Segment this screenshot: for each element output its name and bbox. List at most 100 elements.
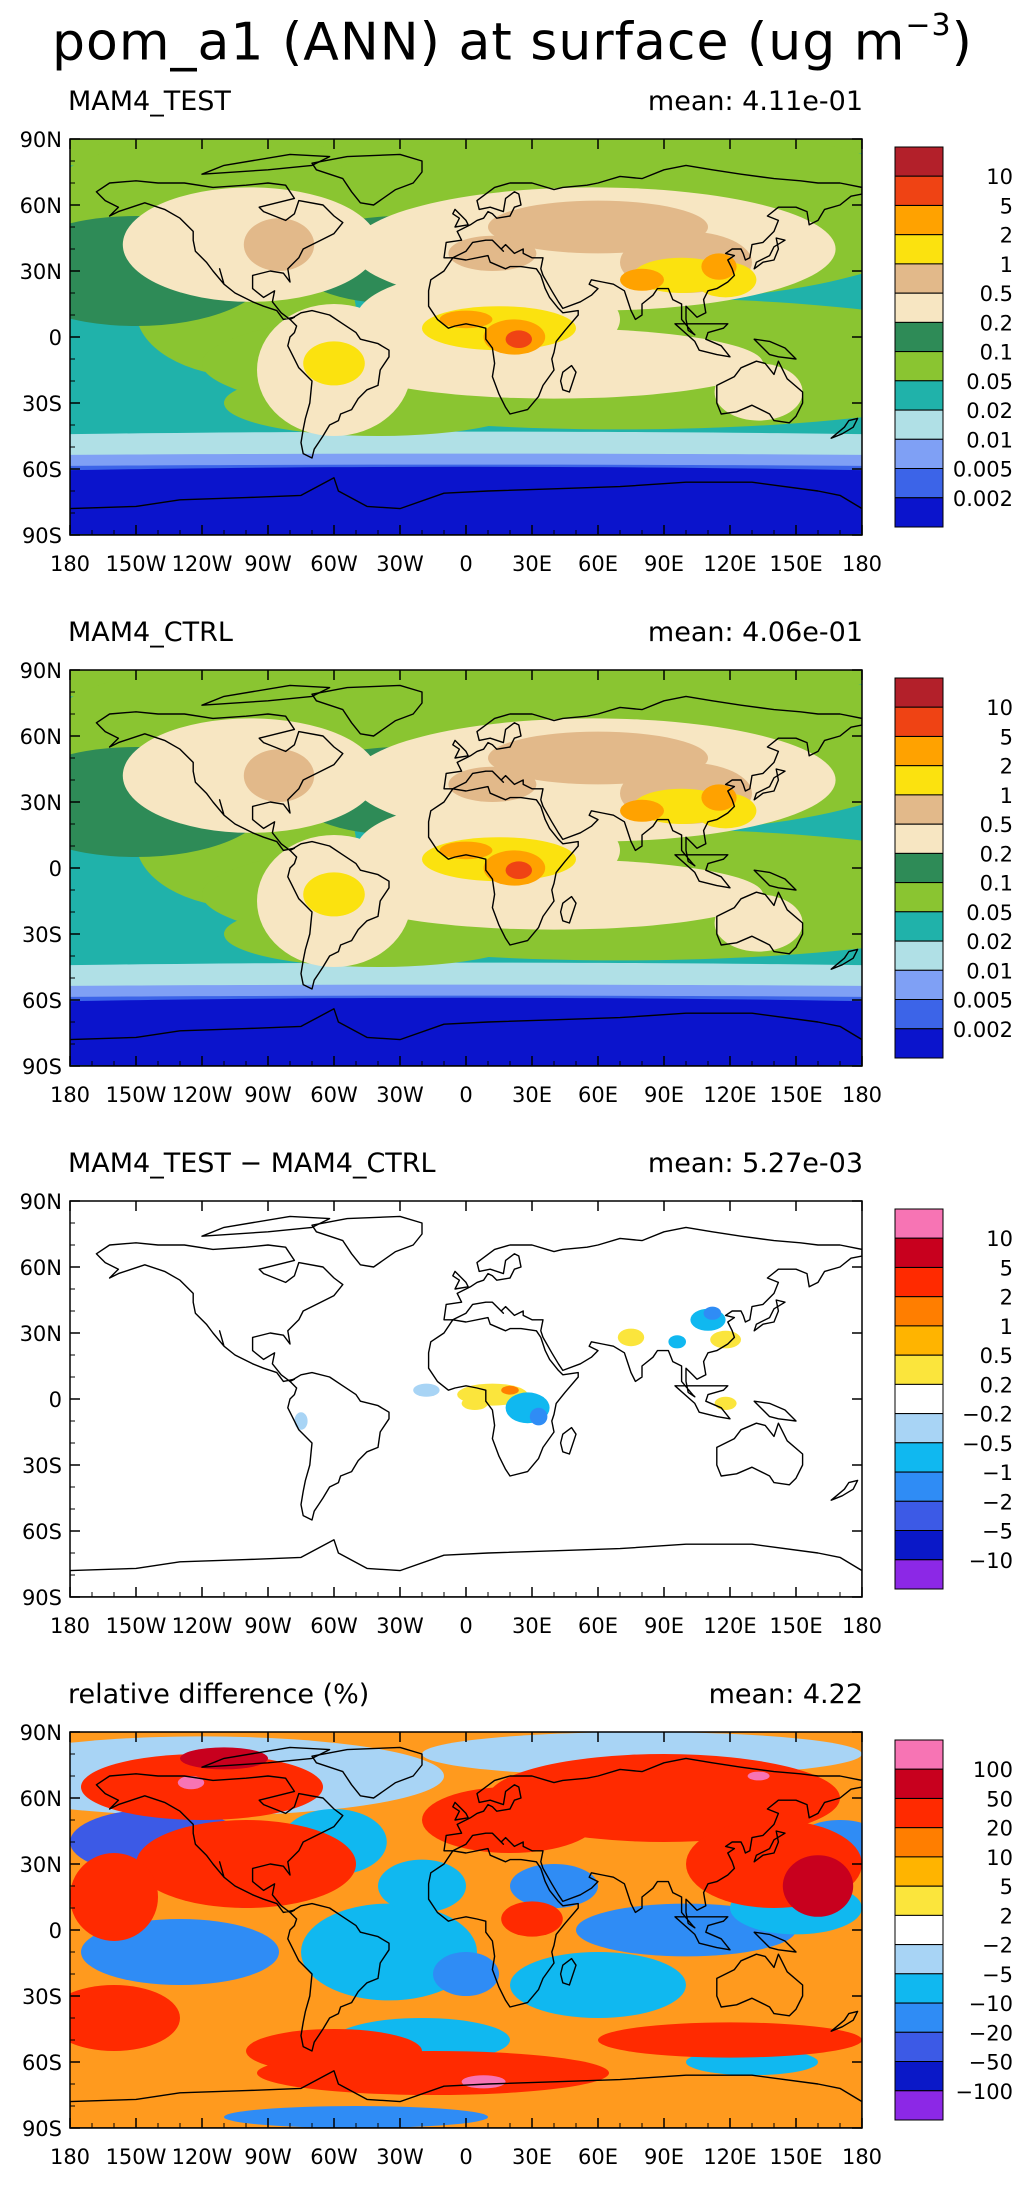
field-region [703, 1306, 722, 1320]
coastline-south-america [287, 1371, 390, 1521]
field-region [501, 1901, 563, 1937]
y-tick-label: 60S [22, 2051, 62, 2075]
colorbar-swatch [894, 351, 944, 382]
x-tick-label: 30E [512, 552, 552, 576]
colorbar-swatch [894, 1973, 944, 2004]
colorbar-swatch [894, 175, 944, 206]
coastlines [70, 153, 862, 535]
colorbar-label: −50 [969, 2051, 1013, 2075]
coastline-indonesia [674, 854, 731, 889]
x-tick-label: 90E [644, 552, 684, 576]
x-tick-label: 60E [578, 1614, 618, 1638]
y-tick-label: 90N [20, 1190, 62, 1214]
coastline-australia [716, 1953, 804, 2017]
colorbar: 10 5 2 1 0.5 0.2 −0.2 −0.5 −1 −2 −5 −10 [894, 1208, 1013, 1590]
colorbar-swatch [894, 911, 944, 942]
field-region [136, 1820, 356, 1908]
coastline-uk [452, 1801, 469, 1821]
y-tick-label: 30S [22, 1454, 62, 1478]
panel-title: MAM4_TEST − MAM4_CTRL [68, 1148, 436, 1179]
field-region [505, 861, 532, 879]
coastline-indonesia [674, 323, 731, 358]
colorbar-label: 0.002 [953, 487, 1013, 511]
field-region [782, 1855, 854, 1917]
colorbar-label: 50 [986, 1788, 1013, 1812]
colorbar-label: 0.2 [980, 311, 1013, 335]
y-tick-label: 60S [22, 989, 62, 1013]
map-svg: 180 150W 120W 90W 60W 30W 0 30E 60E 90E 120E 150E 18… [20, 1721, 1013, 2169]
units-exponent: −3 [905, 8, 952, 43]
panel-mam4-test: MAM4_TEST mean: 4.11e-01 180 150W 120W 90W 6… [0, 82, 1025, 612]
x-tick-label: 90W [244, 1083, 292, 1107]
coastline-antarctica [70, 1008, 862, 1066]
field-region [505, 330, 532, 348]
x-tick-label: 180 [842, 2145, 882, 2169]
colorbar-label: 0.2 [980, 1373, 1013, 1397]
field-region [224, 2106, 488, 2128]
colorbar-swatch [894, 1559, 944, 1590]
colorbar-swatch [894, 1768, 944, 1799]
colorbar: 100 50 20 10 5 2 −2 −5 −10 −20 −50 −100 [894, 1739, 1013, 2121]
map-svg: 180 150W 120W 90W 60W 30W 0 30E 60E 90E 120E 150E 18… [20, 128, 1013, 576]
colorbar-label: −100 [955, 2080, 1013, 2104]
x-tick-label: 90E [644, 1614, 684, 1638]
colorbar-swatch [894, 1413, 944, 1444]
field-region [598, 2022, 862, 2058]
colorbar-label: 0.02 [966, 930, 1013, 954]
x-tick-label: 180 [842, 1083, 882, 1107]
y-tick-label: 30N [20, 791, 62, 815]
x-tick-label: 30W [376, 2145, 424, 2169]
coastline-arctic-islands [201, 1215, 331, 1237]
x-tick-label: 120E [703, 1083, 756, 1107]
colorbar-label: 2 [1000, 1286, 1013, 1310]
coastline-antarctica [70, 477, 862, 535]
field-region [70, 997, 862, 1066]
colorbar-swatch [894, 2002, 944, 2033]
panel-difference: MAM4_TEST − MAM4_CTRL mean: 5.27e-03 180… [0, 1144, 1025, 1674]
x-tick-label: 0 [459, 1083, 472, 1107]
colorbar-swatch [894, 940, 944, 971]
colorbar-label: 20 [986, 1817, 1013, 1841]
colorbar-label: 0.5 [980, 813, 1013, 837]
colorbar-swatch [894, 409, 944, 440]
panel-mean: mean: 5.27e-03 [647, 1148, 863, 1179]
coastline-new-zealand [830, 1479, 859, 1501]
colorbar-swatch [894, 999, 944, 1030]
coastline-africa [427, 1316, 579, 1477]
x-tick-label: 0 [459, 1614, 472, 1638]
colorbar-swatch [894, 1471, 944, 1502]
x-tick-label: 150W [106, 552, 167, 576]
panel-relative-difference: relative difference (%) mean: 4.22 180 15… [0, 1675, 1025, 2205]
x-tick-label: 120W [172, 1083, 233, 1107]
colorbar-label: 2 [1000, 1904, 1013, 1928]
coastline-greenland [311, 153, 423, 206]
panel-mam4-ctrl: MAM4_CTRL mean: 4.06e-01 180 150W 120W 90W 6… [0, 613, 1025, 1143]
x-tick-label: 90W [244, 1614, 292, 1638]
x-tick-label: 150E [769, 2145, 822, 2169]
colorbar-label: 0.1 [980, 341, 1013, 365]
data-field [70, 1215, 862, 1597]
field-region [257, 2051, 609, 2095]
colorbar-label: 0.005 [953, 458, 1013, 482]
y-tick-label: 30N [20, 1853, 62, 1877]
field-region [747, 1771, 770, 1781]
colorbar-swatch [894, 1028, 944, 1059]
x-tick-label: 120E [703, 1614, 756, 1638]
field-region [620, 799, 664, 822]
colorbar-swatch [894, 2061, 944, 2092]
colorbar-swatch [894, 263, 944, 294]
colorbar-swatch [894, 852, 944, 884]
colorbar-swatch [894, 146, 944, 177]
x-tick-label: 90W [244, 2145, 292, 2169]
colorbar-label: 5 [1000, 195, 1013, 219]
x-tick-label: 90W [244, 552, 292, 576]
coastline-madagascar [559, 1426, 577, 1455]
colorbar-label: 100 [973, 1758, 1013, 1782]
field-region [303, 872, 365, 917]
y-tick-label: 60S [22, 1520, 62, 1544]
field-region [510, 1952, 686, 2018]
x-tick-label: 0 [459, 552, 472, 576]
x-tick-label: 90E [644, 1083, 684, 1107]
colorbar-label: 5 [1000, 726, 1013, 750]
x-tick-label: 150E [769, 552, 822, 576]
